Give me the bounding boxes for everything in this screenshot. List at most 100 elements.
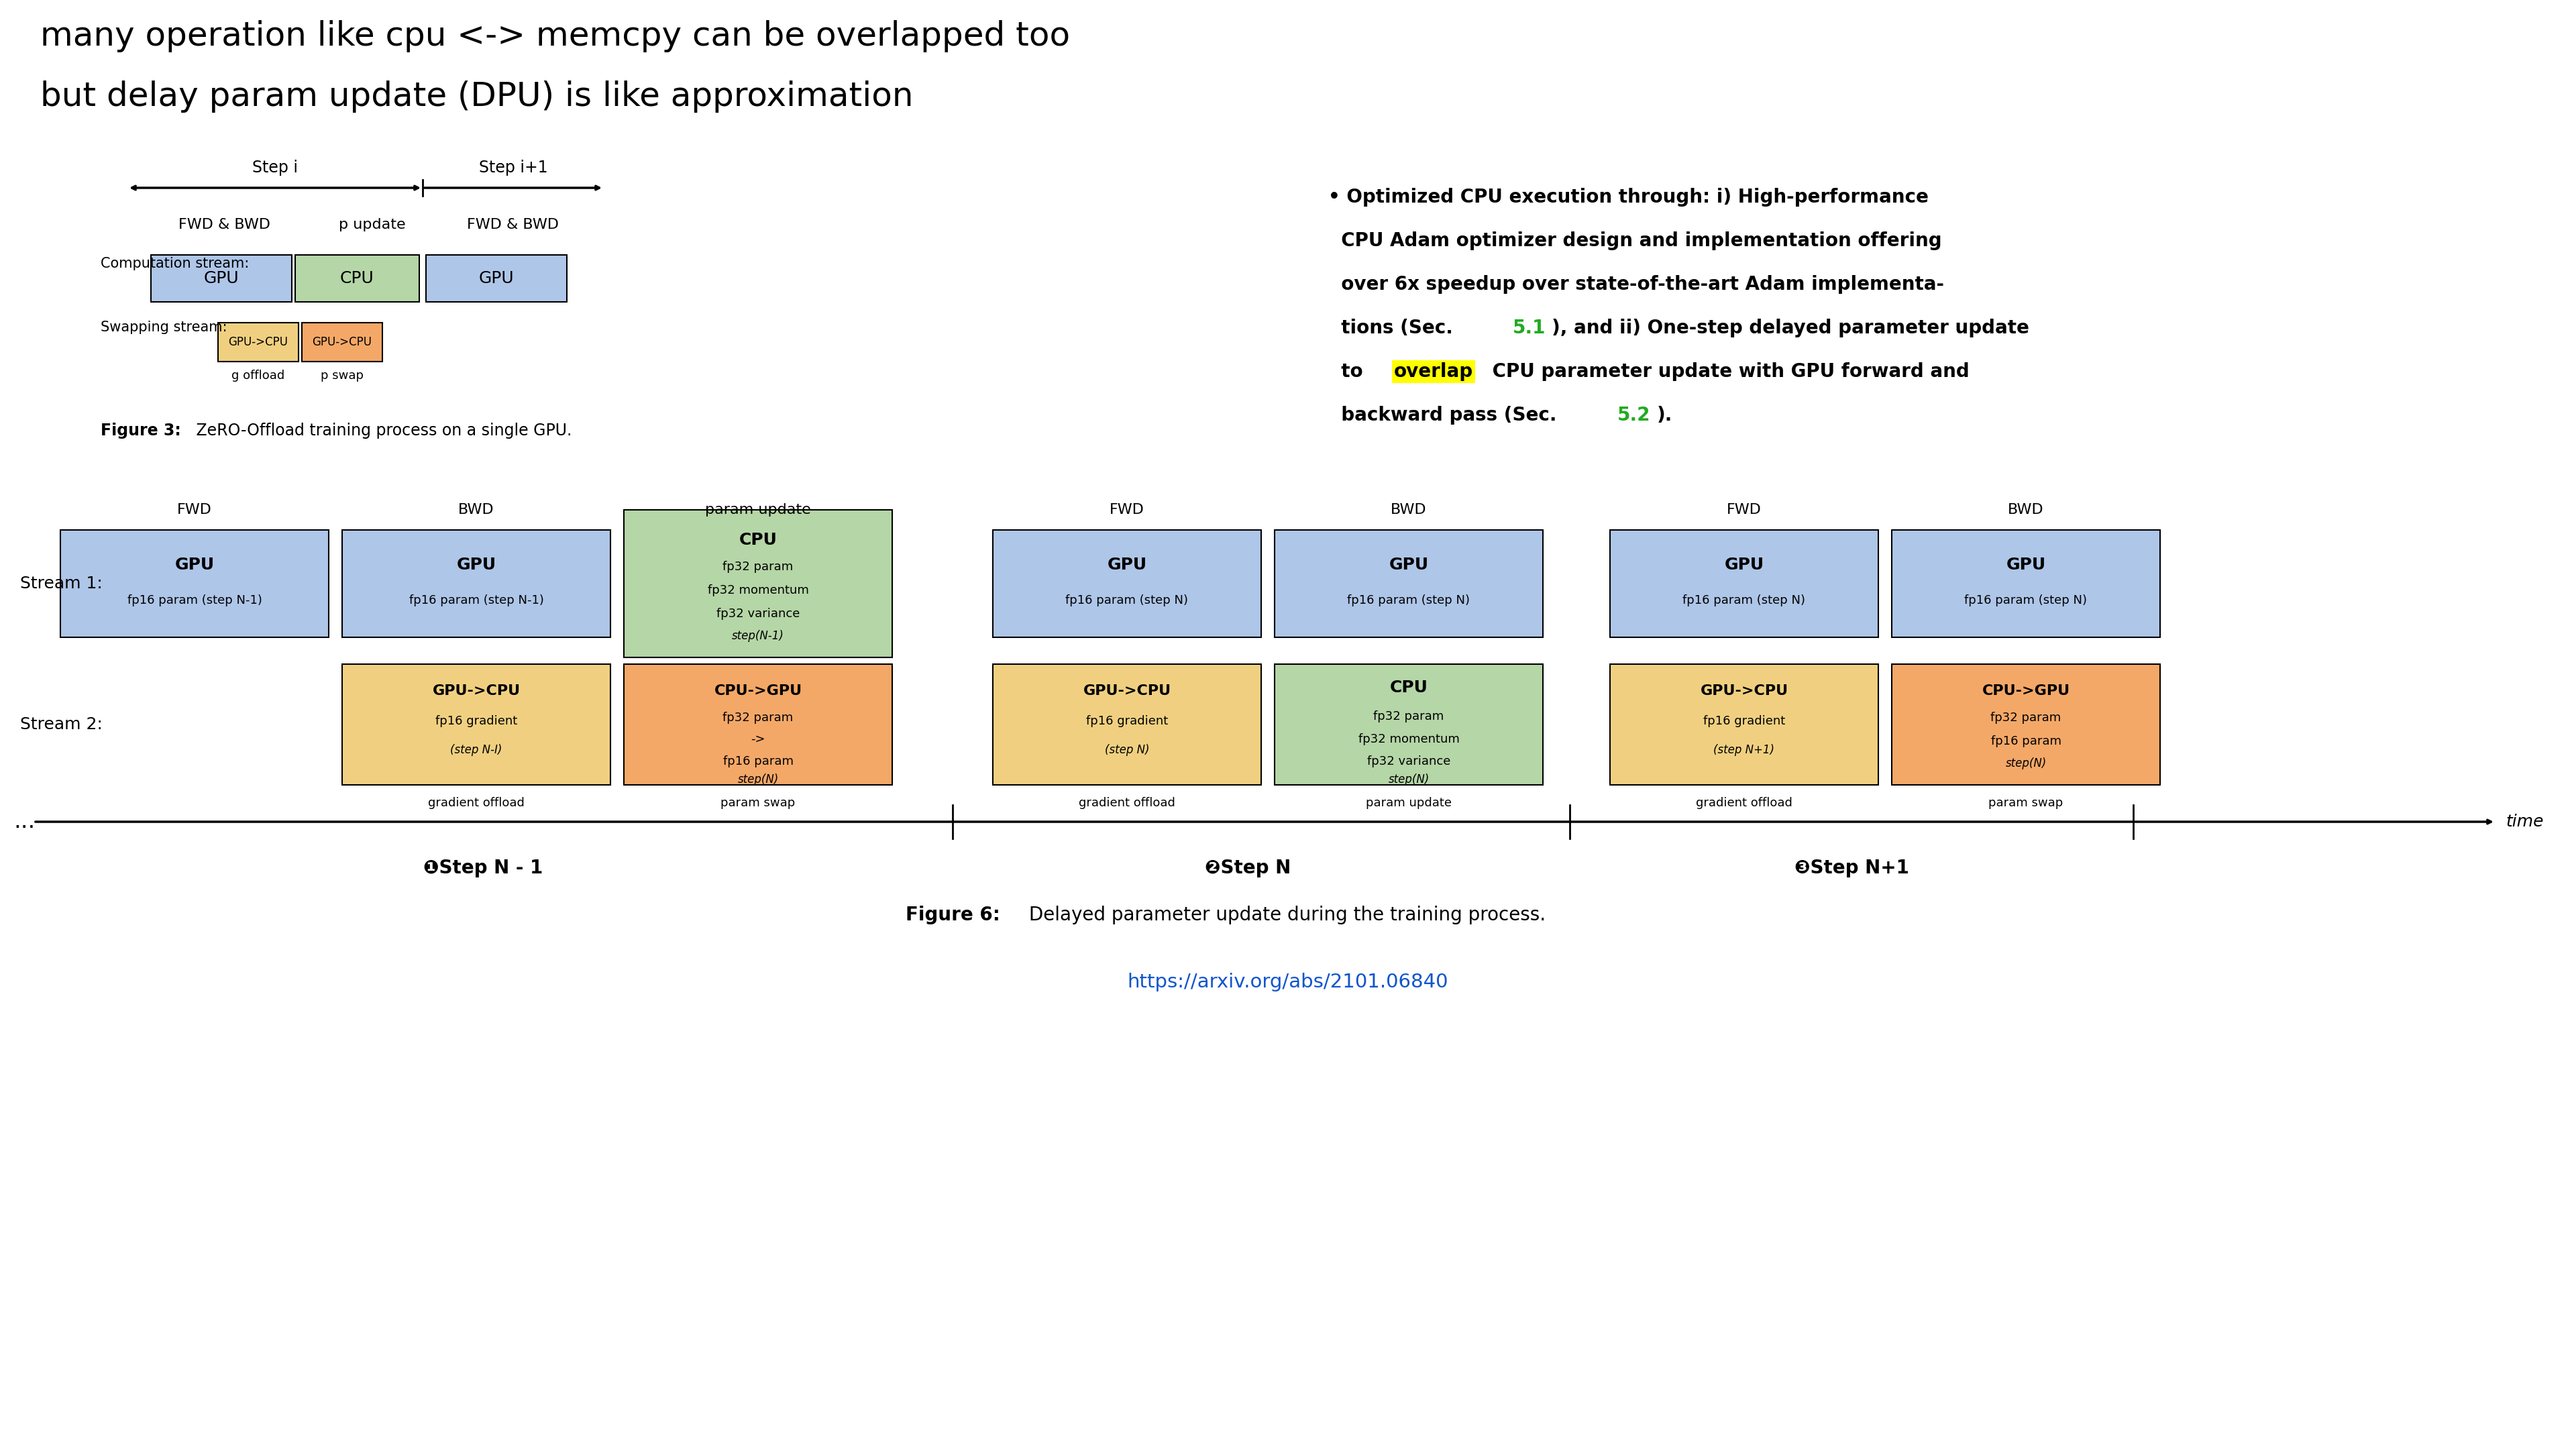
- Text: 5.2: 5.2: [1618, 406, 1651, 425]
- Text: gradient offload: gradient offload: [428, 797, 526, 809]
- Text: to: to: [1329, 362, 1370, 381]
- Text: time: time: [2506, 814, 2543, 830]
- Text: (step N): (step N): [1105, 743, 1149, 756]
- FancyBboxPatch shape: [152, 255, 291, 301]
- Text: p swap: p swap: [319, 369, 363, 381]
- Text: BWD: BWD: [459, 503, 495, 516]
- Text: overlap: overlap: [1394, 362, 1473, 381]
- Text: backward pass (Sec.: backward pass (Sec.: [1329, 406, 1564, 425]
- Text: fp16 param (step N-1): fp16 param (step N-1): [126, 594, 263, 607]
- FancyBboxPatch shape: [425, 255, 567, 301]
- Text: Figure 6:: Figure 6:: [907, 906, 999, 924]
- Text: param update: param update: [1365, 797, 1453, 809]
- Text: CPU: CPU: [739, 532, 778, 548]
- Text: Computation stream:: Computation stream:: [100, 256, 250, 271]
- Text: GPU: GPU: [204, 271, 240, 287]
- Text: BWD: BWD: [2007, 503, 2043, 516]
- Text: fp16 param (step N-1): fp16 param (step N-1): [410, 594, 544, 607]
- Text: fp32 momentum: fp32 momentum: [708, 584, 809, 597]
- Text: FWD & BWD: FWD & BWD: [466, 217, 559, 232]
- FancyBboxPatch shape: [623, 510, 891, 658]
- Text: many operation like cpu <-> memcpy can be overlapped too: many operation like cpu <-> memcpy can b…: [41, 20, 1069, 52]
- Text: Delayed parameter update during the training process.: Delayed parameter update during the trai…: [1023, 906, 1546, 924]
- Text: fp16 param (step N): fp16 param (step N): [1066, 594, 1188, 607]
- Text: Step i+1: Step i+1: [479, 159, 549, 175]
- Text: GPU->CPU: GPU->CPU: [1700, 684, 1788, 697]
- Text: CPU: CPU: [340, 271, 374, 287]
- Text: fp32 param: fp32 param: [724, 711, 793, 724]
- Text: param swap: param swap: [1989, 797, 2063, 809]
- Text: over 6x speedup over state-of-the-art Adam implementa-: over 6x speedup over state-of-the-art Ad…: [1329, 275, 1945, 294]
- Text: ), and ii) One-step delayed parameter update: ), and ii) One-step delayed parameter up…: [1551, 319, 2030, 338]
- Text: ...: ...: [13, 810, 36, 833]
- FancyBboxPatch shape: [296, 255, 420, 301]
- Text: fp32 variance: fp32 variance: [1368, 755, 1450, 768]
- Text: fp16 param: fp16 param: [1991, 735, 2061, 748]
- Text: fp32 param: fp32 param: [1991, 711, 2061, 724]
- Text: GPU: GPU: [1108, 556, 1146, 572]
- FancyBboxPatch shape: [343, 530, 611, 638]
- FancyBboxPatch shape: [1275, 530, 1543, 638]
- FancyBboxPatch shape: [1610, 530, 1878, 638]
- Text: step(N-1): step(N-1): [732, 630, 783, 642]
- Text: Figure 3:: Figure 3:: [100, 423, 180, 439]
- Text: Stream 2:: Stream 2:: [21, 716, 103, 733]
- Text: (step N-I): (step N-I): [451, 743, 502, 756]
- Text: CPU Adam optimizer design and implementation offering: CPU Adam optimizer design and implementa…: [1329, 232, 1942, 251]
- Text: ❷Step N: ❷Step N: [1206, 859, 1291, 878]
- Text: gradient offload: gradient offload: [1695, 797, 1793, 809]
- Text: BWD: BWD: [1391, 503, 1427, 516]
- Text: GPU: GPU: [479, 271, 515, 287]
- Text: CPU parameter update with GPU forward and: CPU parameter update with GPU forward an…: [1486, 362, 1971, 381]
- Text: fp16 gradient: fp16 gradient: [1087, 716, 1167, 727]
- FancyBboxPatch shape: [623, 664, 891, 785]
- Text: Swapping stream:: Swapping stream:: [100, 320, 227, 335]
- FancyBboxPatch shape: [1610, 664, 1878, 785]
- Text: ZeRO-Offload training process on a single GPU.: ZeRO-Offload training process on a singl…: [191, 423, 572, 439]
- Text: fp16 param (step N): fp16 param (step N): [1965, 594, 2087, 607]
- Text: GPU: GPU: [456, 556, 497, 572]
- Text: step(N): step(N): [1388, 774, 1430, 785]
- Text: GPU: GPU: [1388, 556, 1430, 572]
- Text: Stream 1:: Stream 1:: [21, 575, 103, 591]
- Text: fp16 param (step N): fp16 param (step N): [1347, 594, 1471, 607]
- Text: CPU->GPU: CPU->GPU: [714, 684, 801, 697]
- Text: GPU: GPU: [1723, 556, 1765, 572]
- Text: p update: p update: [340, 217, 407, 232]
- Text: GPU: GPU: [2007, 556, 2045, 572]
- Text: fp16 gradient: fp16 gradient: [1703, 716, 1785, 727]
- Text: param update: param update: [706, 503, 811, 516]
- Text: ❸Step N+1: ❸Step N+1: [1795, 859, 1909, 878]
- FancyBboxPatch shape: [992, 530, 1262, 638]
- Text: FWD: FWD: [178, 503, 211, 516]
- Text: ).: ).: [1656, 406, 1672, 425]
- Text: CPU: CPU: [1388, 680, 1427, 696]
- Text: but delay param update (DPU) is like approximation: but delay param update (DPU) is like app…: [41, 81, 914, 113]
- Text: fp16 param (step N): fp16 param (step N): [1682, 594, 1806, 607]
- Text: FWD: FWD: [1726, 503, 1762, 516]
- Text: fp32 variance: fp32 variance: [716, 607, 799, 620]
- Text: fp32 param: fp32 param: [1373, 710, 1445, 723]
- Text: Step i: Step i: [252, 159, 299, 175]
- Text: GPU->CPU: GPU->CPU: [229, 336, 289, 348]
- FancyBboxPatch shape: [301, 323, 381, 362]
- Text: fp16 gradient: fp16 gradient: [435, 716, 518, 727]
- Text: GPU: GPU: [175, 556, 214, 572]
- Text: GPU->CPU: GPU->CPU: [312, 336, 371, 348]
- Text: 5.1: 5.1: [1512, 319, 1546, 338]
- Text: CPU->GPU: CPU->GPU: [1981, 684, 2071, 697]
- FancyBboxPatch shape: [1275, 664, 1543, 785]
- FancyBboxPatch shape: [1891, 664, 2161, 785]
- Text: fp16 param: fp16 param: [724, 755, 793, 768]
- FancyBboxPatch shape: [1891, 530, 2161, 638]
- Text: FWD & BWD: FWD & BWD: [178, 217, 270, 232]
- Text: g offload: g offload: [232, 369, 286, 381]
- FancyBboxPatch shape: [219, 323, 299, 362]
- Text: step(N): step(N): [2004, 758, 2045, 769]
- Text: (step N+1): (step N+1): [1713, 743, 1775, 756]
- FancyBboxPatch shape: [343, 664, 611, 785]
- Text: param swap: param swap: [721, 797, 796, 809]
- Text: FWD: FWD: [1110, 503, 1144, 516]
- Text: https://arxiv.org/abs/2101.06840: https://arxiv.org/abs/2101.06840: [1128, 972, 1448, 991]
- Text: fp32 param: fp32 param: [724, 561, 793, 572]
